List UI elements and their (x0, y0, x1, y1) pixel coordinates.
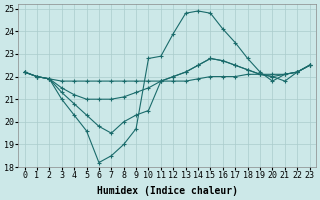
X-axis label: Humidex (Indice chaleur): Humidex (Indice chaleur) (97, 186, 237, 196)
